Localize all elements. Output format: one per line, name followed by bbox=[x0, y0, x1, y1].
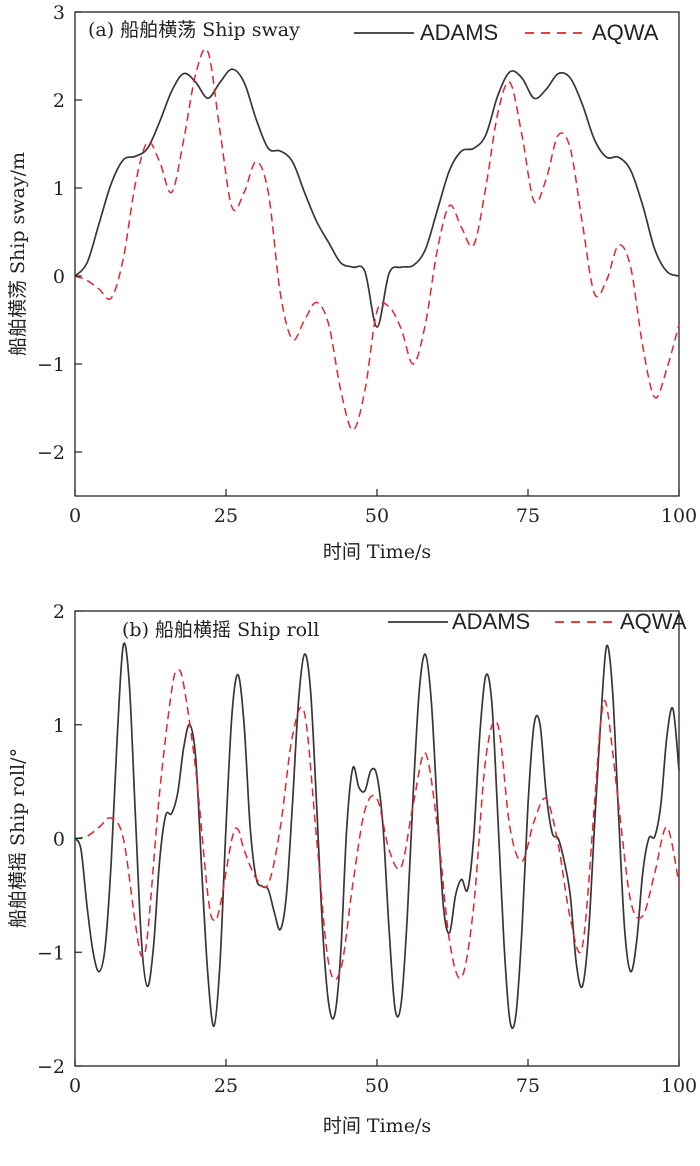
y-tick-label: 1 bbox=[53, 715, 65, 737]
sway-chart-panel: 0 25 50 75 100 −2 −1 0 1 2 3 (a) 船舶横荡 Ship sway AD… bbox=[7, 2, 697, 563]
y-axis-label: 船舶横荡 Ship sway/m bbox=[7, 152, 29, 356]
y-tick-label: 1 bbox=[53, 178, 65, 200]
series-line-aqwa bbox=[74, 668, 680, 981]
y-tick-label: −2 bbox=[37, 1056, 65, 1078]
x-tick-label: 25 bbox=[214, 505, 238, 527]
ticks-layer: 0 25 50 75 100 −2 −1 0 1 2 bbox=[37, 601, 697, 1097]
x-tick-label: 75 bbox=[516, 505, 540, 527]
roll-chart-panel: 0 25 50 75 100 −2 −1 0 1 2 (b) 船舶横摇 Ship roll ADA… bbox=[7, 601, 697, 1137]
legend: ADAMS AQWA bbox=[388, 609, 687, 634]
y-tick-label: −1 bbox=[37, 942, 65, 964]
x-tick-label: 25 bbox=[214, 1075, 238, 1097]
legend: ADAMS AQWA bbox=[354, 20, 659, 45]
x-axis-label: 时间 Time/s bbox=[323, 1115, 431, 1137]
x-tick-label: 0 bbox=[69, 1075, 81, 1097]
ticks-layer: 0 25 50 75 100 −2 −1 0 1 2 3 bbox=[37, 2, 697, 527]
legend-label-adams: ADAMS bbox=[420, 20, 498, 45]
legend-label-aqwa: AQWA bbox=[620, 609, 687, 634]
legend-label-aqwa: AQWA bbox=[592, 20, 659, 45]
x-tick-label: 100 bbox=[661, 505, 697, 527]
chart-title: (b) 船舶横摇 Ship roll bbox=[122, 619, 319, 641]
legend-label-adams: ADAMS bbox=[452, 609, 530, 634]
plot-frame bbox=[74, 11, 680, 497]
series-layer bbox=[74, 48, 680, 431]
y-tick-label: 0 bbox=[53, 829, 65, 851]
x-axis-label: 时间 Time/s bbox=[323, 541, 431, 563]
plot-frame bbox=[74, 610, 680, 1067]
x-tick-label: 100 bbox=[661, 1075, 697, 1097]
y-tick-label: 0 bbox=[53, 266, 65, 288]
y-tick-label: 3 bbox=[53, 2, 65, 24]
x-tick-label: 50 bbox=[365, 505, 389, 527]
x-tick-label: 75 bbox=[516, 1075, 540, 1097]
series-line-adams bbox=[74, 68, 680, 328]
x-tick-label: 50 bbox=[365, 1075, 389, 1097]
series-layer bbox=[74, 642, 680, 1029]
y-tick-label: −2 bbox=[37, 442, 65, 464]
x-tick-label: 0 bbox=[69, 505, 81, 527]
series-line-adams bbox=[74, 642, 680, 1029]
y-axis-label: 船舶横摇 Ship roll/° bbox=[7, 748, 29, 928]
y-tick-label: −1 bbox=[37, 354, 65, 376]
chart-title: (a) 船舶横荡 Ship sway bbox=[88, 19, 300, 41]
y-tick-label: 2 bbox=[53, 601, 65, 623]
y-tick-label: 2 bbox=[53, 90, 65, 112]
